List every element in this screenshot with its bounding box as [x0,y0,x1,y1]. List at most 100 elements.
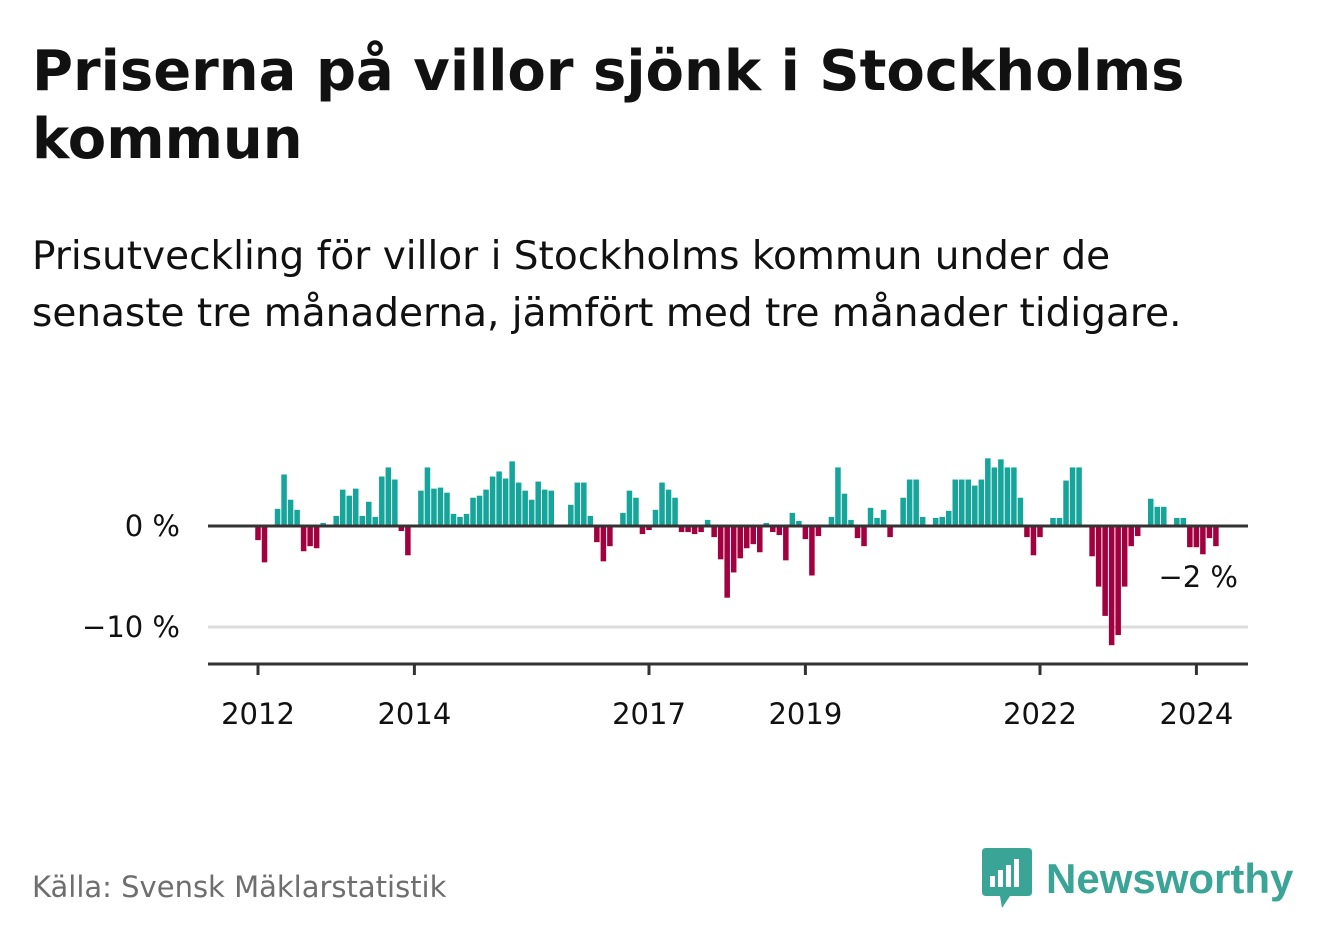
bar [887,526,893,538]
x-tick-label: 2019 [768,697,842,731]
bar [528,499,535,526]
bar [932,517,939,526]
bar [1121,526,1128,587]
bar [398,526,405,532]
bar [470,497,476,526]
bar [672,497,678,526]
bar [750,526,757,545]
bar [789,512,796,526]
newsworthy-logo-icon [982,848,1032,908]
bar [848,519,854,526]
bar [541,489,548,526]
bar [874,517,880,526]
bar [431,488,437,526]
bar [274,508,281,526]
bar-series [255,458,1219,646]
last-value-label: −2 % [1158,560,1238,594]
bar [385,467,392,526]
bar [763,522,770,526]
bar [620,512,626,526]
x-tick-label: 2022 [1003,697,1077,731]
bar [287,499,294,526]
bar [985,458,991,526]
bar [483,489,489,526]
bar [1174,517,1180,526]
bar [1206,526,1213,539]
bar [633,497,639,526]
bar [972,485,978,526]
bar [939,516,945,526]
bar [1134,526,1141,537]
bar [665,489,672,526]
bar [313,526,320,549]
bar [548,490,554,526]
bar [1180,517,1187,526]
bar [1161,506,1167,526]
bar [1200,526,1206,555]
bar [1004,467,1011,526]
bar [489,476,496,526]
bar [496,471,502,526]
bar [444,492,450,526]
bar [783,526,789,561]
bar [691,526,698,535]
y-tick-label: 0 % [125,509,180,543]
bar [463,513,470,526]
axes: 0 % −10 % 2012 2014 2017 2019 2022 2024 [82,509,1248,731]
bar [1089,526,1095,557]
bar [515,482,522,526]
bar [607,526,613,547]
bar [281,474,287,526]
bar [587,515,594,526]
bar [1030,526,1037,556]
bar [457,516,463,526]
bar [1076,467,1082,526]
bar [913,479,919,526]
bar [450,513,457,526]
bar [261,526,268,563]
bar [1037,526,1043,538]
bar [802,526,809,540]
bar [867,507,874,526]
brand-logo[interactable]: Newsworthy [980,848,1293,910]
bar [991,467,998,526]
bar [743,526,750,549]
bar [1193,526,1200,548]
bar [1102,526,1108,616]
bar [372,516,379,526]
bar [809,526,815,576]
bar [502,478,509,526]
x-tick-label: 2012 [221,697,295,731]
bar [730,526,737,573]
brand-name: Newsworthy [1046,855,1294,902]
bar [945,510,952,526]
bar [1011,467,1017,526]
bar [880,509,887,526]
bar [952,479,959,526]
bar [568,504,574,526]
bar [717,526,724,560]
bar [1213,526,1219,547]
bar [646,526,652,531]
chart-title: Priserna på villor sjönk i Stockholms ko… [32,39,1185,172]
bar [581,482,587,526]
bar [796,520,802,526]
bar [574,482,581,526]
x-tick-label: 2017 [612,697,686,731]
bar [770,526,776,533]
bar [841,493,848,526]
bar [998,459,1004,526]
bar [685,526,691,533]
bar [724,526,730,598]
bar [828,516,835,526]
bar [1095,526,1102,587]
bar [711,526,717,538]
bar [333,515,339,526]
bar [704,519,711,526]
bar [854,526,861,539]
bar [776,526,783,536]
bar [1069,467,1076,526]
bar [652,509,659,526]
bar [1050,517,1056,526]
bar [424,467,431,526]
